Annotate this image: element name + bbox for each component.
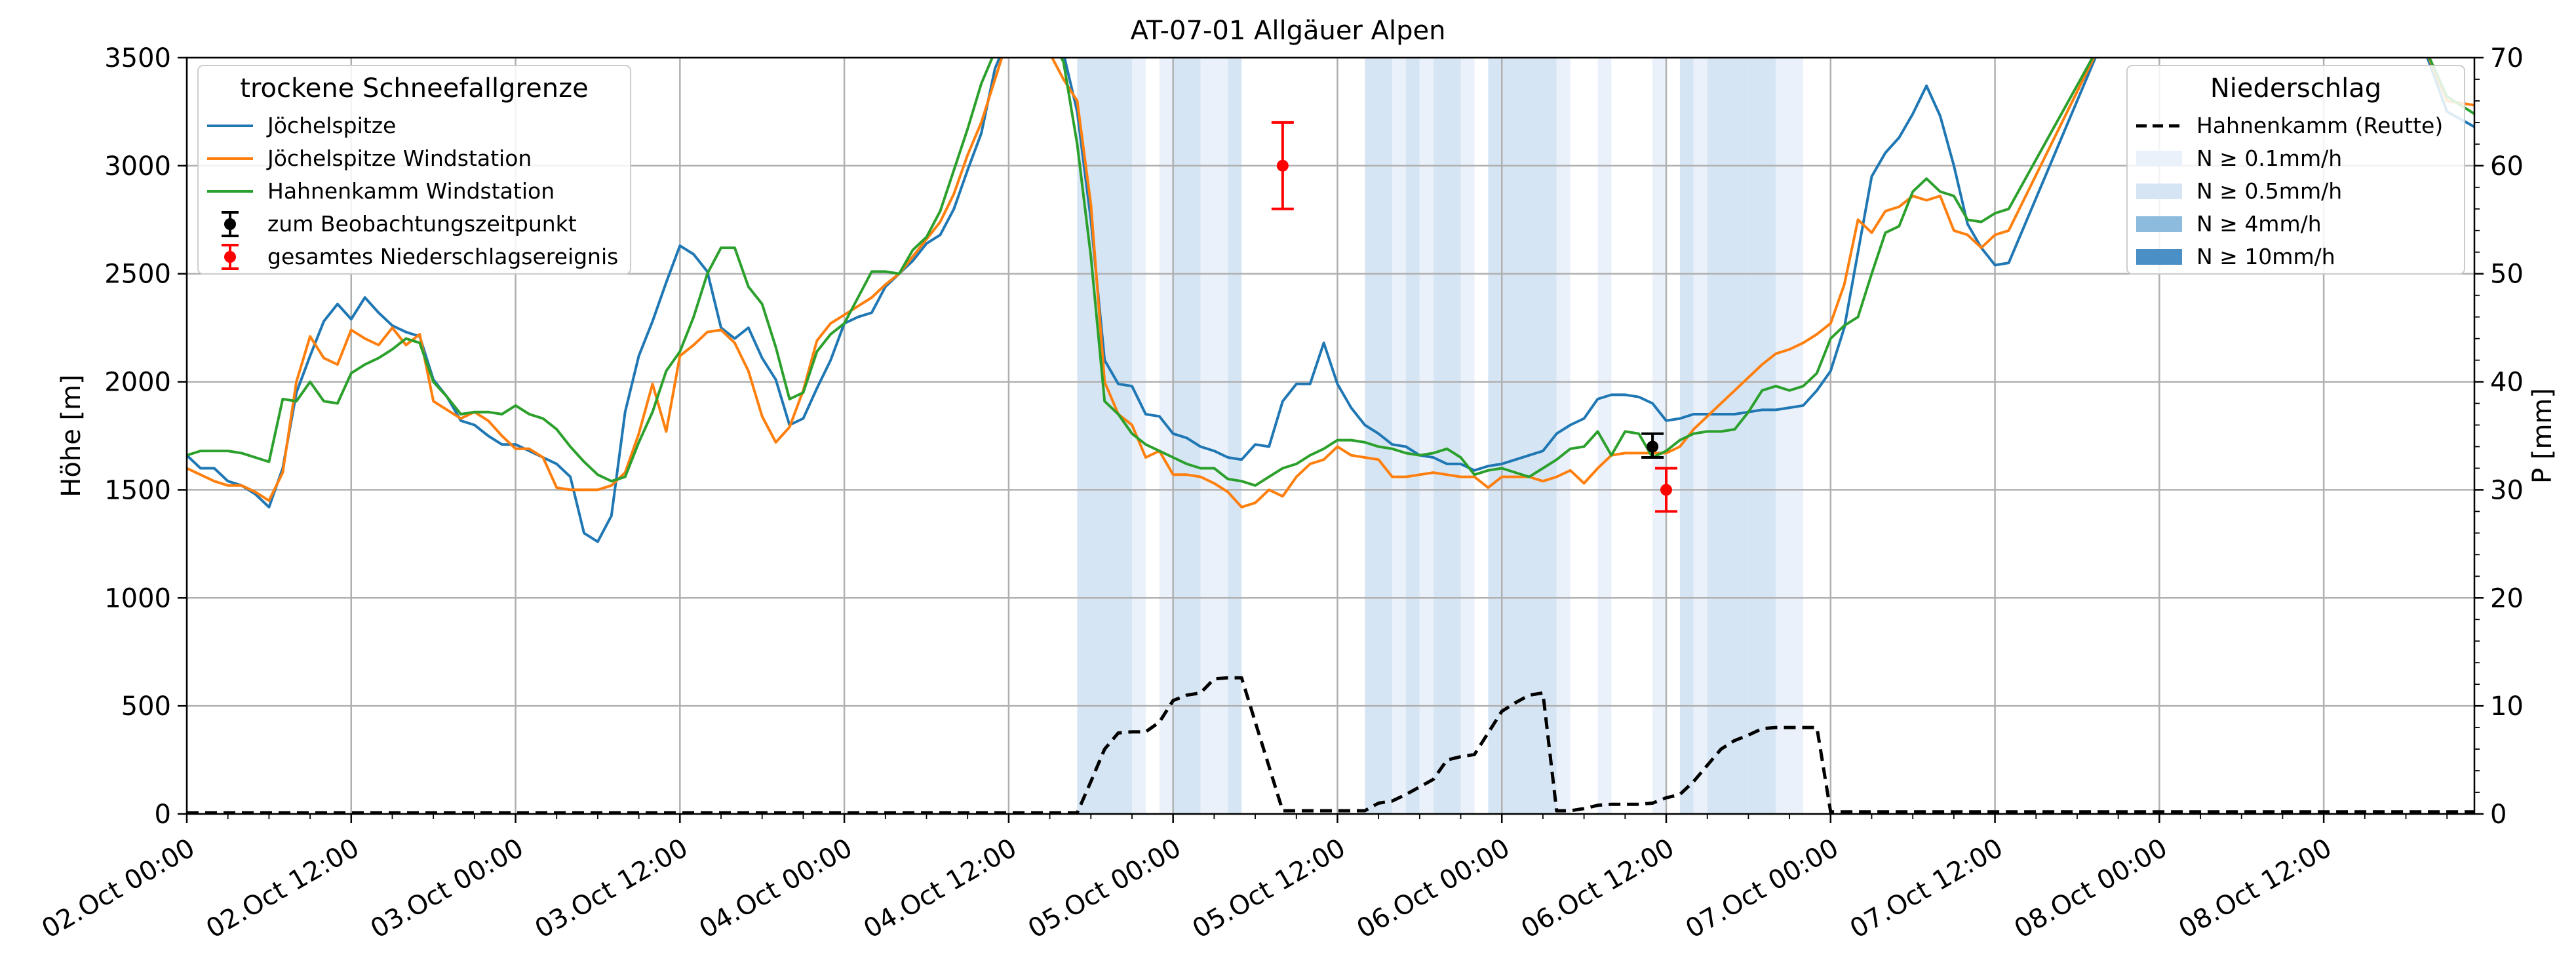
precip-band [1433,58,1461,814]
x-tick-label: 04.Oct 12:00 [859,833,1022,944]
legend-left-label: Hahnenkamm Windstation [267,178,555,204]
y-right-tick-label: 60 [2490,151,2524,182]
y-left-tick-label: 3000 [104,151,171,182]
series-line [187,58,2474,487]
precip-band [1488,58,1557,814]
y-axis-left: 0 500 1000 1500 2000 2500 3000 3500 [104,43,187,830]
precip-band [1776,58,1803,814]
legend-right-swatch [2136,184,2182,199]
precip-band [1707,58,1749,814]
y-right-tick-label: 40 [2490,368,2524,398]
x-tick-label: 08.Oct 12:00 [2174,833,2337,944]
y-right-tick-label: 20 [2490,583,2524,613]
legend-right-title: Niederschlag [2210,73,2381,104]
x-tick-label: 05.Oct 12:00 [1188,833,1351,944]
precip-band [1556,58,1571,814]
plot-frame [185,56,2476,815]
series-line [187,58,2474,543]
x-tick-label: 02.Oct 12:00 [201,833,364,944]
precip-band [1200,58,1228,814]
y-left-tick-label: 2500 [104,260,171,290]
precip-band [1419,58,1434,814]
y-right-tick-label: 10 [2490,691,2524,722]
precip-band [1365,58,1393,814]
chart-title: AT-07-01 Allgäuer Alpen [1131,16,1446,46]
legend-right-swatch [2136,249,2182,265]
x-tick-label: 02.Oct 00:00 [37,833,200,944]
y-right-tick-label: 70 [2490,43,2524,73]
legend-right: Niederschlag Hahnenkamm (Reutte) N ≥ 0.1mm… [2126,65,2465,275]
error-point [1647,440,1659,453]
legend-left: trockene Schneefallgrenze Jöchelspitze Jöc… [197,65,631,275]
series-lines [187,58,2474,814]
legend-right-label: N ≥ 4mm/h [2196,211,2322,237]
x-tick-label: 07.Oct 12:00 [1845,833,2008,944]
legend-left-label: Jöchelspitze Windstation [266,145,532,171]
y-axis-left-label: Höhe [m] [56,374,87,497]
x-tick-label: 04.Oct 00:00 [694,833,857,944]
error-point [1660,484,1673,496]
y-left-tick-label: 3500 [104,43,171,73]
x-tick-label: 03.Oct 00:00 [366,833,529,944]
legend-right-swatch [2136,216,2182,232]
precip-band [1693,58,1708,814]
precip-band [1652,58,1667,814]
y-axis-right: 0 10 20 30 40 50 60 70 [2474,43,2524,830]
x-tick-label: 08.Oct 00:00 [2010,833,2173,944]
legend-right-label: N ≥ 10mm/h [2196,244,2335,269]
legend-left-swatch [224,218,236,230]
x-tick-label: 06.Oct 12:00 [1516,833,1679,944]
y-right-tick-label: 0 [2490,800,2507,830]
precip-band [1131,58,1146,814]
legend-right-label: Hahnenkamm (Reutte) [2196,113,2443,138]
legend-left-label: zum Beobachtungszeitpunkt [267,211,577,237]
precip-band [1748,58,1776,814]
series-line [187,676,2474,814]
y-left-tick-label: 0 [155,800,171,830]
legend-right-label: N ≥ 0.1mm/h [2196,145,2342,171]
precip-bands [1077,58,1803,814]
legend-left-title: trockene Schneefallgrenze [240,73,588,104]
error-point [1276,159,1289,172]
y-left-tick-label: 1000 [104,583,171,613]
y-axis-right-label: P [mm] [2527,388,2558,484]
precip-band [1392,58,1406,814]
precip-band [1460,58,1475,814]
y-right-tick-label: 30 [2490,475,2524,505]
y-left-tick-label: 2000 [104,368,171,398]
x-axis: 02.Oct 00:00 02.Oct 12:00 03.Oct 00:00 03.O… [37,814,2448,944]
series-line [187,58,2474,509]
legend-left-label: Jöchelspitze [266,113,396,138]
y-right-tick-label: 50 [2490,260,2524,290]
legend-right-box [2126,65,2465,275]
precip-band [1597,58,1612,814]
precip-band [1159,58,1173,814]
x-tick-label: 03.Oct 12:00 [530,833,693,944]
legend-left-box [197,65,631,275]
x-tick-label: 06.Oct 00:00 [1352,833,1515,944]
legend-left-swatch [224,251,236,263]
precip-band [1405,58,1420,814]
y-left-tick-label: 500 [121,691,171,722]
legend-right-label: N ≥ 0.5mm/h [2196,178,2342,204]
legend-right-swatch [2136,151,2182,166]
x-tick-label: 05.Oct 00:00 [1023,833,1186,944]
y-left-tick-label: 1500 [104,475,171,505]
legend-left-label: gesamtes Niederschlagsereignis [267,244,618,269]
precip-band [1228,58,1242,814]
error-markers [1271,121,1678,513]
x-tick-label: 07.Oct 00:00 [1681,833,1844,944]
